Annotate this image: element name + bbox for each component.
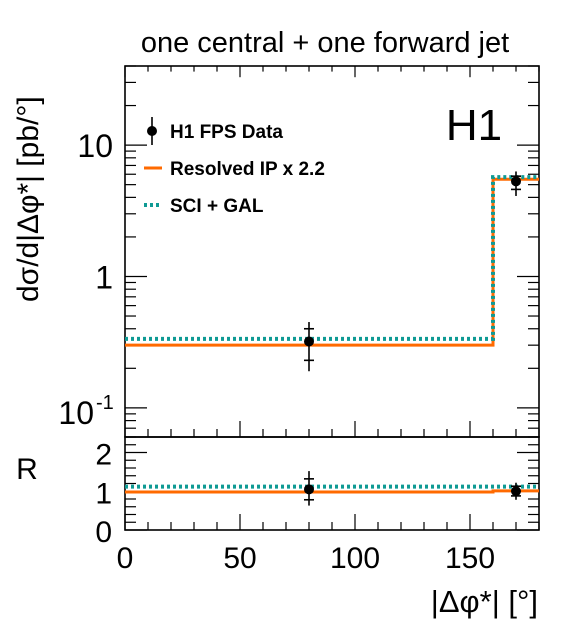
x-axis-label: |Δφ*| [°] xyxy=(431,584,538,619)
x-tick-label: 100 xyxy=(330,542,380,575)
y-tick-label: 10 xyxy=(77,128,113,164)
y-tick-label-exponent: -1 xyxy=(96,392,114,414)
legend: H1 FPS Data Resolved IP x 2.2 SCI + GAL xyxy=(144,117,325,217)
legend-label: H1 FPS Data xyxy=(170,122,283,143)
ratio-data-point xyxy=(304,484,314,495)
y-axis-label: dσ/d|Δφ*| [pb/°] xyxy=(12,96,45,302)
ratio-tick-label: 1 xyxy=(95,477,112,510)
legend-label: SCI + GAL xyxy=(170,196,264,217)
data-points-layer xyxy=(304,171,521,506)
ratio-panel-frame xyxy=(124,436,540,531)
ratio-tick-label: 2 xyxy=(95,439,112,472)
data-point xyxy=(511,176,521,187)
data-point xyxy=(304,336,314,347)
legend-label: Resolved IP x 2.2 xyxy=(170,159,325,180)
x-tick-label: 0 xyxy=(117,542,134,575)
y-tick-label: 10 xyxy=(58,395,94,431)
series-layer xyxy=(125,175,539,494)
x-tick-label: 50 xyxy=(223,542,256,575)
ratio-tick-label: 0 xyxy=(95,516,112,549)
resolved-ip-x-2-2-ratio-line xyxy=(125,489,539,494)
ratio-axis-label: R xyxy=(16,453,38,486)
experiment-label: H1 xyxy=(446,101,502,150)
legend-marker-data xyxy=(147,126,157,136)
y-tick-label: 1 xyxy=(95,259,113,295)
x-tick-label: 150 xyxy=(445,542,495,575)
chart-title: one central + one forward jet xyxy=(141,27,509,59)
ratio-data-point xyxy=(511,486,521,497)
